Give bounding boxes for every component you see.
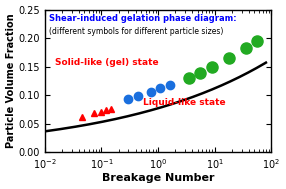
- X-axis label: Breakage Number: Breakage Number: [102, 174, 214, 184]
- Text: Solid-like (gel) state: Solid-like (gel) state: [55, 58, 158, 67]
- Text: (different symbols for different particle sizes): (different symbols for different particl…: [49, 27, 224, 36]
- Text: Liquid-like state: Liquid-like state: [143, 98, 226, 107]
- Y-axis label: Particle Volume Fraction: Particle Volume Fraction: [5, 13, 15, 148]
- Text: Shear-induced gelation phase diagram:: Shear-induced gelation phase diagram:: [49, 14, 237, 23]
